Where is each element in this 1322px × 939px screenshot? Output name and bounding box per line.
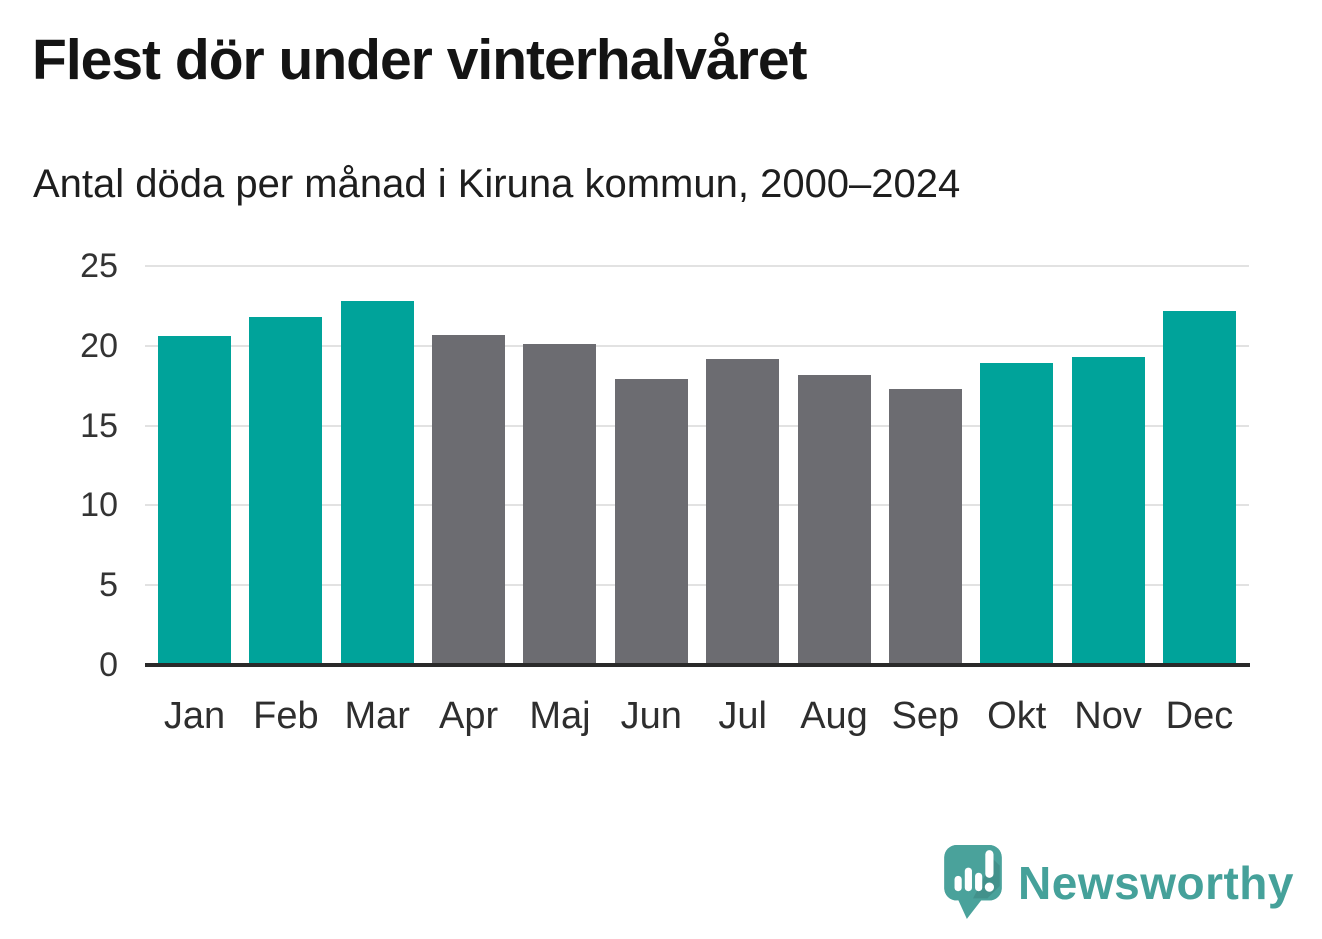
- chart-subtitle: Antal döda per månad i Kiruna kommun, 20…: [33, 162, 961, 206]
- bar-jul: [706, 358, 780, 665]
- bar-maj: [523, 344, 597, 665]
- y-tick-label-25: 25: [80, 247, 118, 285]
- bar-mar: [340, 301, 414, 665]
- x-tick-label-maj: Maj: [529, 695, 591, 737]
- y-tick-label-0: 0: [99, 646, 118, 684]
- x-axis-labels: Jan Feb Mar Apr Maj Jun Jul Aug Sep Okt Nov Dec: [145, 692, 1249, 742]
- x-tick-label-aug: Aug: [800, 695, 868, 737]
- bar-feb: [249, 317, 323, 665]
- gridline-25: [145, 265, 1249, 267]
- bar-aug: [797, 374, 871, 665]
- y-tick-label-5: 5: [99, 566, 118, 605]
- x-tick-label-dec: Dec: [1165, 695, 1234, 737]
- x-tick-label-jan: Jan: [163, 695, 226, 737]
- plot-area: [145, 265, 1249, 665]
- x-tick-label-jul: Jul: [718, 695, 767, 737]
- x-tick-label-sep: Sep: [891, 695, 960, 737]
- gridline-10: [145, 504, 1249, 507]
- y-tick-label-10: 10: [80, 486, 118, 525]
- x-tick-label-nov: Nov: [1074, 695, 1142, 737]
- bar-dec: [1162, 310, 1236, 665]
- x-tick-label-mar: Mar: [344, 695, 410, 737]
- bar-jan: [158, 336, 231, 665]
- newsworthy-speech-bubble-chart-icon: [944, 845, 1002, 919]
- gridline-5: [145, 584, 1249, 587]
- x-axis-line: [145, 663, 1250, 667]
- chart-title: Flest dör under vinterhalvåret: [32, 28, 808, 92]
- bar-apr: [432, 334, 506, 665]
- x-tick-label-apr: Apr: [439, 695, 499, 737]
- x-tick-label-feb: Feb: [253, 695, 319, 737]
- bar-sep: [888, 388, 962, 665]
- x-tick-label-jun: Jun: [620, 695, 682, 737]
- gridline-15: [145, 424, 1249, 427]
- gridline-20: [145, 344, 1249, 347]
- x-tick-label-okt: Okt: [987, 695, 1047, 737]
- bar-jun: [614, 379, 688, 665]
- bar-okt: [980, 363, 1054, 665]
- y-tick-label-15: 15: [80, 406, 118, 445]
- newsworthy-wordmark: Newsworthy: [1018, 857, 1294, 909]
- bar-nov: [1071, 356, 1145, 665]
- y-tick-label-20: 20: [80, 326, 118, 365]
- newsworthy-logo: Newsworthy: [942, 843, 1294, 923]
